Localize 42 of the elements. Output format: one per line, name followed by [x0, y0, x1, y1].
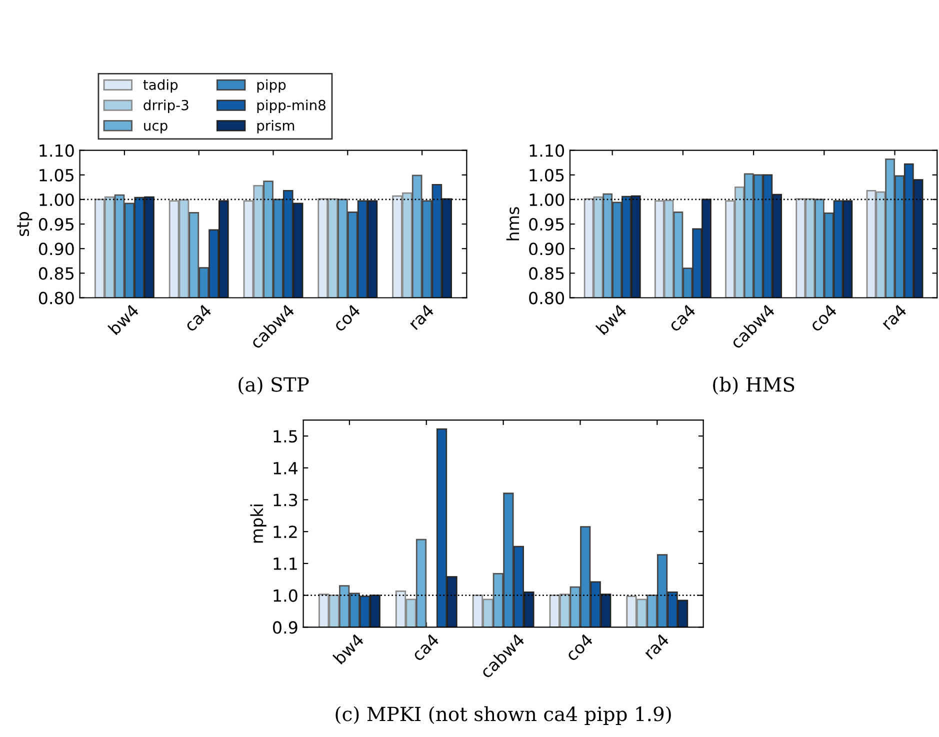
x-tick-label: co4: [332, 304, 361, 332]
text: (a) STP: [238, 376, 309, 395]
legend-label: ucp: [144, 122, 168, 134]
y-tick-label: 1.3: [274, 494, 298, 506]
y-tick-label: 1.10: [40, 144, 74, 157]
y-tick-label: 1.10: [530, 144, 564, 157]
y-axis-title: hms: [506, 207, 520, 240]
x-tick-label: ra4: [643, 633, 670, 660]
y-tick-label: 1.1: [274, 558, 297, 570]
y-axis-title: mpki: [250, 504, 266, 543]
x-tick-label: ca4: [668, 304, 696, 332]
y-tick-label: 0.80: [529, 292, 564, 304]
y-axis-title: stp: [17, 212, 32, 236]
text: (b) HMS: [713, 376, 794, 395]
y-tick-label: 0.9: [273, 621, 298, 634]
y-tick-label: 1.5: [274, 430, 297, 443]
x-tick-label: ca4: [411, 633, 440, 662]
y-tick-label: 1.00: [530, 193, 564, 206]
x-tick-label: ca4: [184, 304, 212, 332]
y-tick-label: 0.90: [529, 242, 564, 256]
y-tick-label: 0.95: [529, 218, 564, 231]
y-tick-label: 0.85: [38, 267, 74, 280]
x-tick-label: co4: [808, 304, 838, 332]
y-tick-label: 1.2: [274, 526, 297, 538]
y-tick-label: 1.05: [530, 168, 564, 182]
y-tick-label: 1.00: [40, 193, 74, 206]
y-tick-label: 1.0: [274, 589, 298, 602]
legend-label: pipp: [257, 79, 286, 93]
legend-label: prism: [257, 120, 294, 134]
y-tick-label: 0.85: [529, 267, 564, 280]
y-tick-label: 0.80: [38, 292, 74, 304]
x-tick-label: ra4: [408, 304, 435, 330]
y-tick-label: 0.95: [38, 218, 74, 231]
text: (c) MPKI (not shown ca4 pipp 1.9): [336, 706, 671, 726]
y-tick-label: 1.4: [274, 462, 298, 474]
y-tick-label: 0.90: [38, 242, 74, 256]
legend-label: drrip-3: [144, 100, 188, 114]
x-tick-label: co4: [564, 633, 594, 662]
x-tick-label: ra4: [880, 304, 908, 330]
legend-label: pipp-min8: [257, 100, 326, 114]
y-tick-label: 1.05: [40, 168, 74, 182]
legend-label: tadip: [143, 79, 178, 93]
